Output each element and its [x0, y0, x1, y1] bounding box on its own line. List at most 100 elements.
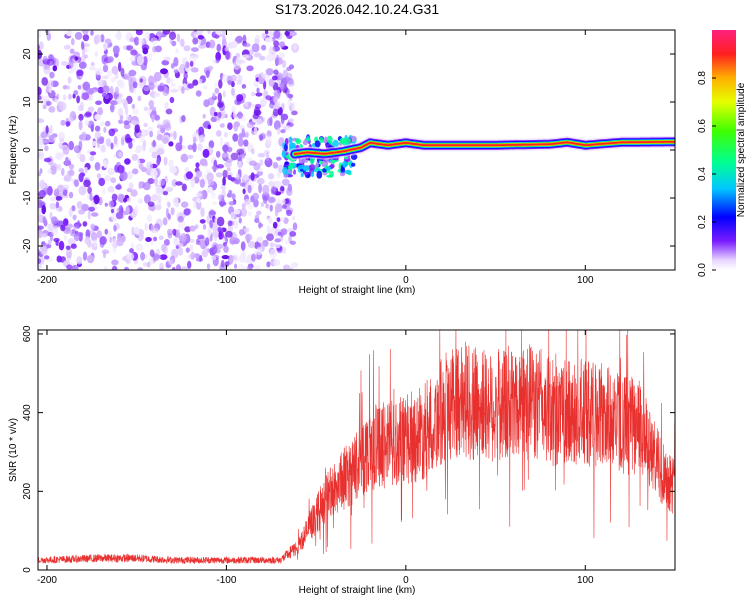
heatmap-noise-cell — [134, 36, 140, 46]
heatmap-noise-cell — [236, 173, 240, 180]
heatmap-noise-cell — [139, 78, 143, 83]
heatmap-noise-cell — [87, 106, 95, 113]
heatmap-noise-cell — [150, 168, 158, 178]
spectrogram-x-tick-label: 100 — [577, 275, 594, 286]
heatmap-noise-cell — [194, 31, 198, 38]
snr-y-axis: 0 200 400 600 — [22, 325, 675, 573]
heatmap-noise-cell — [94, 125, 101, 132]
heatmap-noise-cell — [124, 133, 131, 144]
heatmap-noise-cell — [160, 68, 168, 75]
heatmap-noise-cell — [180, 38, 185, 48]
heatmap-noise-cell — [279, 82, 285, 90]
heatmap-noise-cell — [38, 95, 42, 101]
heatmap-noise-cell — [89, 155, 95, 162]
heatmap-noise-cell — [89, 229, 95, 236]
heatmap-noise-cell — [88, 206, 95, 212]
heatmap-noise-cell — [169, 78, 174, 83]
heatmap-noise-cell — [281, 59, 287, 69]
heatmap-noise-cell — [251, 148, 255, 155]
heatmap-noise-cell — [202, 148, 210, 158]
snr-x-axis: -200 -100 0 100 — [37, 330, 594, 586]
heatmap-noise-cell — [172, 196, 179, 207]
heatmap-noise-cell — [227, 122, 233, 130]
heatmap-noise-cell — [38, 151, 44, 160]
heatmap-noise-cell — [153, 76, 158, 84]
heatmap-noise-cell — [129, 37, 136, 43]
heatmap-noise-cell — [72, 63, 79, 72]
heatmap-noise-cell — [231, 87, 235, 96]
heatmap-noise-cell — [274, 203, 283, 213]
heatmap-noise-cell — [183, 208, 191, 216]
heatmap-noise-cell — [276, 172, 281, 179]
heatmap-track-blob — [303, 172, 309, 175]
heatmap-noise-cell — [272, 75, 278, 81]
heatmap-noise-cell — [234, 177, 242, 185]
heatmap-noise-cell — [83, 112, 92, 118]
heatmap-noise-cell — [273, 69, 279, 75]
heatmap-noise-cell — [258, 236, 264, 242]
heatmap-track-blob — [324, 136, 328, 142]
heatmap-noise-cell — [202, 113, 206, 119]
heatmap-track-blob — [295, 138, 302, 145]
heatmap-noise-cell — [207, 97, 215, 106]
heatmap-noise-cell — [48, 79, 54, 89]
heatmap-noise-cell — [189, 244, 194, 252]
heatmap-noise-cell — [200, 239, 204, 249]
heatmap-noise-cell — [147, 178, 155, 185]
heatmap-noise-cell — [222, 90, 226, 98]
heatmap-noise-cell — [111, 208, 114, 214]
heatmap-noise-cell — [282, 246, 287, 254]
heatmap-noise-cell — [187, 144, 194, 150]
heatmap-noise-cell — [102, 187, 106, 195]
heatmap-noise-cell — [61, 167, 65, 176]
heatmap-noise-cell — [84, 236, 91, 245]
colorbar-tick-label: 0.4 — [697, 167, 708, 181]
heatmap-noise-cell — [240, 241, 246, 251]
heatmap-noise-cell — [176, 33, 181, 43]
heatmap-noise-cell — [237, 74, 243, 85]
heatmap-noise-cell — [247, 240, 255, 249]
heatmap-noise-cell — [182, 83, 187, 88]
heatmap-noise-cell — [103, 160, 107, 169]
heatmap-noise-cell — [90, 124, 94, 132]
heatmap-noise-cell — [167, 228, 173, 236]
heatmap-noise-cell — [256, 87, 260, 93]
heatmap-noise-cell — [40, 245, 48, 256]
heatmap-noise-cell — [196, 197, 201, 204]
heatmap-noise-cell — [67, 237, 75, 246]
heatmap-noise-cell — [132, 108, 139, 115]
heatmap-noise-cell — [118, 151, 123, 158]
heatmap-noise-cell — [225, 158, 234, 163]
heatmap-noise-cell — [148, 100, 155, 108]
heatmap-noise-cell — [165, 186, 174, 192]
snr-y-tick-label: 600 — [22, 325, 33, 342]
heatmap-noise-cell — [215, 51, 222, 62]
heatmap-noise-cell — [67, 93, 72, 100]
heatmap-noise-cell — [138, 163, 144, 170]
heatmap-noise-cell — [145, 237, 152, 242]
heatmap-noise-cell — [187, 154, 194, 159]
heatmap-noise-cell — [241, 84, 247, 89]
heatmap-noise-cell — [97, 86, 105, 94]
heatmap-noise-cell — [136, 55, 145, 66]
heatmap-noise-cell — [82, 30, 89, 35]
heatmap-noise-cell — [60, 224, 66, 232]
heatmap-noise-cell — [154, 204, 162, 211]
heatmap-noise-cell — [143, 106, 149, 112]
heatmap-noise-cell — [177, 242, 184, 248]
heatmap-noise-cell — [255, 34, 261, 40]
heatmap-noise-cell — [289, 240, 296, 245]
heatmap-noise-cell — [178, 235, 185, 242]
heatmap-noise-cell — [55, 196, 63, 201]
heatmap-noise-cell — [189, 225, 196, 232]
heatmap-noise-cell — [253, 79, 259, 88]
heatmap-noise-cell — [175, 264, 182, 270]
heatmap-noise-cell — [246, 65, 254, 72]
heatmap-noise-cell — [185, 61, 190, 69]
heatmap-noise-cell — [265, 203, 269, 209]
heatmap-noise-cell — [74, 56, 79, 61]
heatmap-noise-cell — [291, 101, 295, 111]
heatmap-noise-cell — [49, 124, 53, 135]
heatmap-noise-cell — [128, 182, 134, 190]
heatmap-noise-cell — [277, 106, 283, 116]
